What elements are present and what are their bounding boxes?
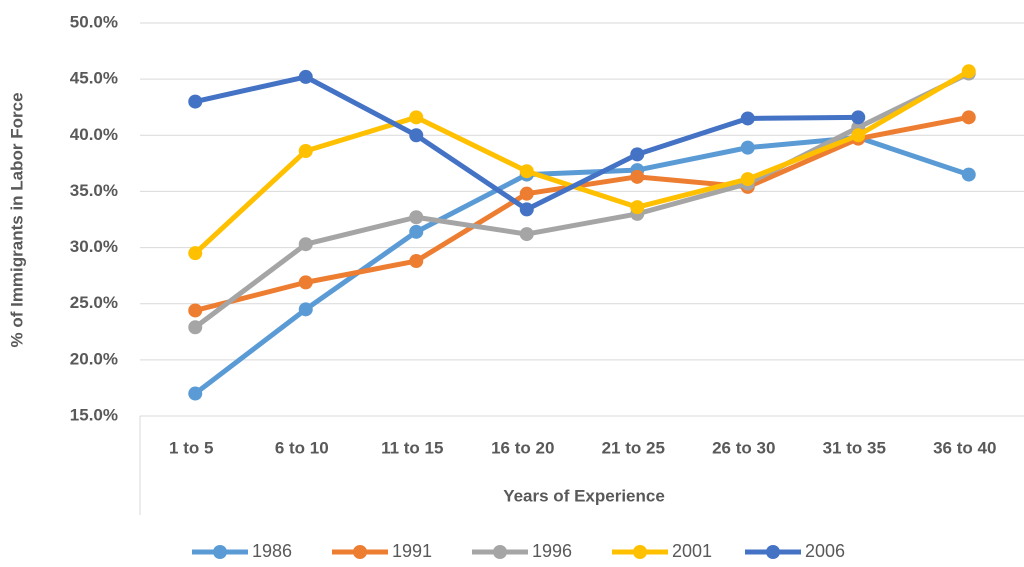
marker bbox=[961, 167, 976, 182]
x-tick-label: 36 to 40 bbox=[933, 438, 996, 457]
series-line bbox=[193, 69, 971, 256]
legend-marker bbox=[353, 545, 367, 559]
marker bbox=[630, 169, 645, 184]
legend-marker bbox=[493, 545, 507, 559]
y-tick-label: 20.0% bbox=[70, 349, 118, 368]
series-line bbox=[193, 135, 970, 396]
y-tick-label: 35.0% bbox=[70, 181, 118, 200]
marker bbox=[298, 275, 313, 290]
marker bbox=[298, 302, 313, 317]
legend-marker bbox=[766, 545, 780, 559]
marker bbox=[188, 303, 203, 318]
marker bbox=[740, 140, 755, 155]
marker bbox=[851, 128, 866, 143]
y-tick-label: 30.0% bbox=[70, 237, 118, 256]
marker bbox=[409, 128, 424, 143]
x-tick-label: 1 to 5 bbox=[169, 438, 213, 457]
marker bbox=[298, 69, 313, 84]
marker bbox=[630, 200, 645, 215]
marker bbox=[409, 254, 424, 269]
marker bbox=[961, 110, 976, 125]
marker bbox=[409, 210, 424, 225]
marker bbox=[740, 172, 755, 187]
x-tick-label: 21 to 25 bbox=[602, 438, 665, 457]
y-tick-label: 45.0% bbox=[70, 69, 118, 88]
legend-label: 1996 bbox=[532, 541, 572, 561]
legend-label: 2006 bbox=[805, 541, 845, 561]
legend-marker bbox=[213, 545, 227, 559]
marker bbox=[298, 237, 313, 252]
y-tick-label: 40.0% bbox=[70, 125, 118, 144]
marker bbox=[188, 94, 203, 109]
x-tick-label: 26 to 30 bbox=[712, 438, 775, 457]
x-axis-title: Years of Experience bbox=[503, 486, 665, 505]
x-tick-label: 11 to 15 bbox=[381, 438, 443, 457]
y-tick-label: 15.0% bbox=[70, 405, 118, 424]
legend-marker bbox=[633, 545, 647, 559]
marker bbox=[961, 64, 976, 79]
legend-label: 1986 bbox=[252, 541, 292, 561]
series-line bbox=[194, 114, 970, 313]
legend-label: 2001 bbox=[672, 541, 712, 561]
marker bbox=[519, 227, 534, 242]
marker bbox=[188, 320, 203, 335]
marker bbox=[409, 224, 424, 239]
x-tick-label: 16 to 20 bbox=[491, 438, 554, 457]
marker bbox=[188, 386, 203, 401]
x-tick-label: 31 to 35 bbox=[823, 438, 886, 457]
marker bbox=[630, 147, 645, 162]
y-tick-label: 50.0% bbox=[70, 12, 118, 31]
x-tick-label: 6 to 10 bbox=[275, 438, 329, 457]
marker bbox=[409, 110, 424, 125]
marker bbox=[519, 186, 534, 201]
y-axis-title: % of Immigrants in Labor Force bbox=[7, 92, 26, 347]
marker bbox=[851, 110, 866, 125]
series-line bbox=[193, 71, 970, 330]
marker bbox=[740, 111, 755, 126]
marker bbox=[519, 164, 534, 179]
legend-label: 1991 bbox=[392, 541, 432, 561]
marker bbox=[298, 144, 313, 159]
marker bbox=[519, 202, 534, 217]
y-tick-label: 25.0% bbox=[70, 293, 118, 312]
marker bbox=[188, 246, 203, 261]
